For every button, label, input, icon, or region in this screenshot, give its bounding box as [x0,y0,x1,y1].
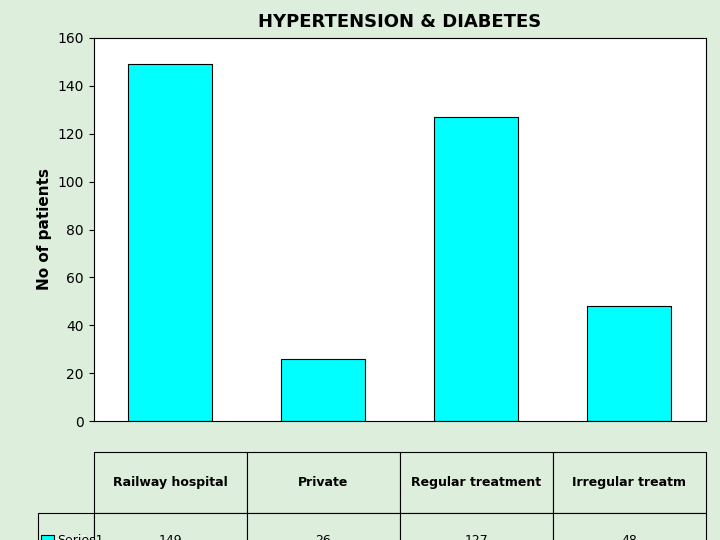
Bar [587,306,671,421]
Bar [281,359,365,421]
Y-axis label: No of patients: No of patients [37,168,52,291]
Title: HYPERTENSION & DIABETES: HYPERTENSION & DIABETES [258,12,541,31]
Bar [434,117,518,421]
Text: Series1: Series1 [58,534,104,540]
Bar [128,64,212,421]
